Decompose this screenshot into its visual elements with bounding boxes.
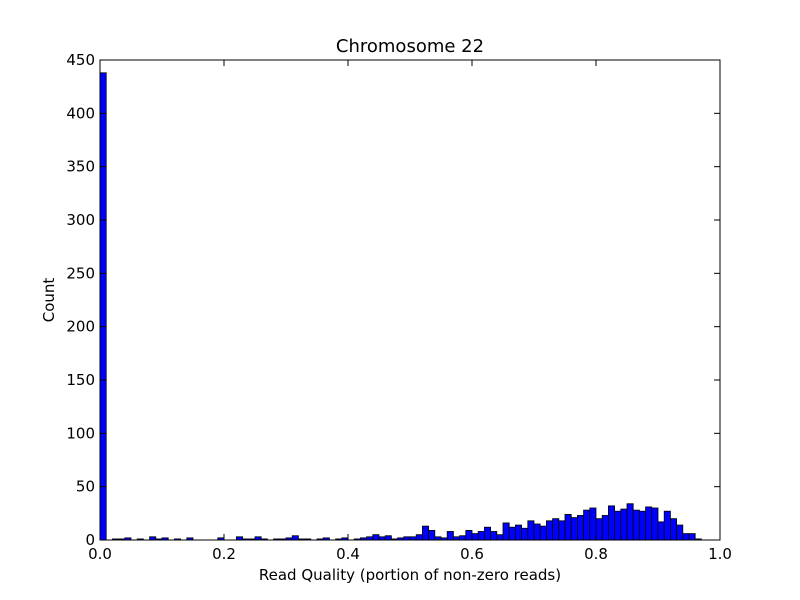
histogram-bar	[614, 510, 622, 541]
histogram-bar	[577, 515, 585, 541]
y-tick-label: 300	[66, 211, 95, 229]
histogram-bar	[546, 520, 554, 541]
x-tick-label: 1.0	[708, 545, 732, 563]
histogram-bar	[421, 525, 429, 541]
histogram-bar	[415, 534, 423, 541]
chart-title: Chromosome 22	[336, 36, 484, 57]
histogram-bar	[626, 503, 634, 541]
axis-tick-labels: 0.0 0.2 0.4 0.6 0.8 1.0 0 50 100 150 200 250 300 350 4…	[66, 51, 732, 563]
histogram-bar	[583, 509, 591, 541]
histogram-bar	[539, 525, 547, 541]
histogram-bar	[533, 523, 541, 541]
x-tick-label: 0.4	[336, 545, 360, 563]
histogram-bar	[502, 522, 510, 541]
histogram-bar	[459, 535, 467, 541]
y-axis-label: Count	[40, 278, 58, 323]
axis-ticks	[99, 59, 721, 541]
y-tick-label: 350	[66, 158, 95, 176]
histogram-bar	[589, 507, 597, 541]
histogram-bar	[601, 515, 609, 541]
histogram-bar	[372, 534, 380, 541]
histogram-bar	[527, 520, 535, 541]
plot-frame	[99, 59, 721, 541]
histogram-bar	[651, 507, 659, 541]
histogram-bar	[508, 526, 516, 541]
histogram-bar	[552, 518, 560, 541]
histogram-bar	[446, 531, 454, 541]
y-tick-label: 450	[66, 51, 95, 69]
histogram-bar	[608, 505, 616, 541]
x-tick-label: 0.0	[88, 545, 112, 563]
histogram-bar	[477, 531, 485, 541]
histogram-bar	[645, 506, 653, 541]
y-tick-label: 150	[66, 371, 95, 389]
histogram-bar	[465, 530, 473, 541]
histogram-bar	[632, 509, 640, 541]
y-tick-label: 100	[66, 424, 95, 442]
histogram-bar	[496, 534, 504, 541]
y-tick-label: 0	[85, 531, 95, 549]
histogram-bar	[682, 533, 690, 541]
y-tick-label: 200	[66, 318, 95, 336]
y-tick-label: 400	[66, 104, 95, 122]
histogram-bar	[483, 526, 491, 541]
histogram-bar	[291, 535, 299, 541]
histogram-bar	[471, 533, 479, 541]
histogram-bar	[595, 518, 603, 541]
histogram-bar	[670, 518, 678, 541]
histogram-bar	[620, 508, 628, 541]
histogram-bar	[558, 520, 566, 541]
histogram-bar	[521, 527, 529, 541]
x-tick-label: 0.6	[460, 545, 484, 563]
histogram-bar	[663, 510, 671, 541]
histogram-bar	[490, 531, 498, 541]
y-tick-label: 250	[66, 264, 95, 282]
histogram-bar	[428, 530, 436, 541]
x-axis-label: Read Quality (portion of non-zero reads)	[259, 566, 561, 584]
histogram-bar	[688, 533, 696, 541]
histogram-bar	[639, 510, 647, 541]
histogram-bar	[99, 72, 107, 541]
histogram-bar	[676, 524, 684, 541]
histogram-bar	[564, 514, 572, 541]
histogram-bar	[384, 535, 392, 541]
histogram-bar	[570, 517, 578, 541]
x-tick-label: 0.8	[584, 545, 608, 563]
histogram-bar	[657, 521, 665, 541]
y-tick-label: 50	[76, 478, 95, 496]
x-tick-label: 0.2	[212, 545, 236, 563]
histogram-bar	[515, 524, 523, 541]
